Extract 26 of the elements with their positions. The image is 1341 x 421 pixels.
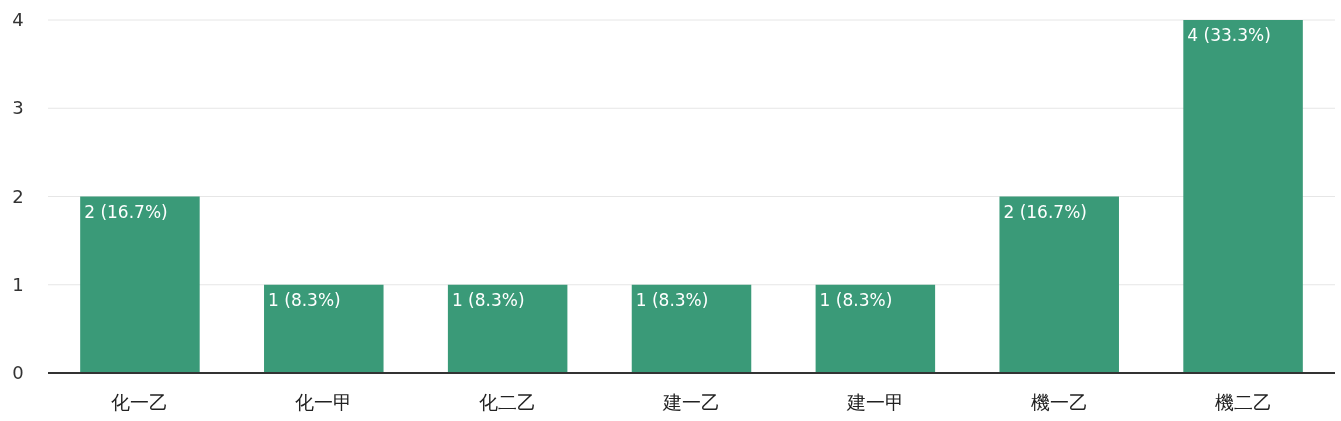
data-label: 1 (8.3%) — [635, 289, 709, 310]
x-tick-label: 化一甲 — [295, 391, 353, 413]
x-tick-label: 建一乙 — [662, 391, 720, 413]
bar — [631, 284, 752, 373]
bar — [447, 284, 568, 373]
data-label: 2 (16.7%) — [1003, 201, 1087, 222]
y-tick-label: 2 — [12, 185, 24, 207]
y-tick-label: 4 — [12, 9, 24, 30]
bar — [80, 196, 200, 373]
bar — [815, 284, 936, 373]
data-label: 1 (8.3%) — [451, 289, 525, 310]
y-tick-label: 1 — [12, 273, 24, 295]
data-label: 4 (33.3%) — [1187, 25, 1271, 45]
data-label: 1 (8.3%) — [819, 289, 893, 310]
bar — [999, 196, 1119, 373]
x-tick-label: 化二乙 — [479, 391, 537, 413]
data-label: 2 (16.7%) — [84, 201, 168, 222]
x-tick-label: 機一乙 — [1030, 391, 1088, 413]
x-tick-label: 化一乙 — [111, 391, 169, 413]
x-tick-label: 機二乙 — [1214, 391, 1272, 413]
x-tick-label: 建一甲 — [845, 391, 904, 413]
bar — [1183, 20, 1303, 373]
y-tick-label: 0 — [12, 362, 24, 383]
data-label: 1 (8.3%) — [268, 289, 341, 310]
bar — [264, 284, 384, 373]
y-tick-label: 3 — [12, 97, 24, 119]
